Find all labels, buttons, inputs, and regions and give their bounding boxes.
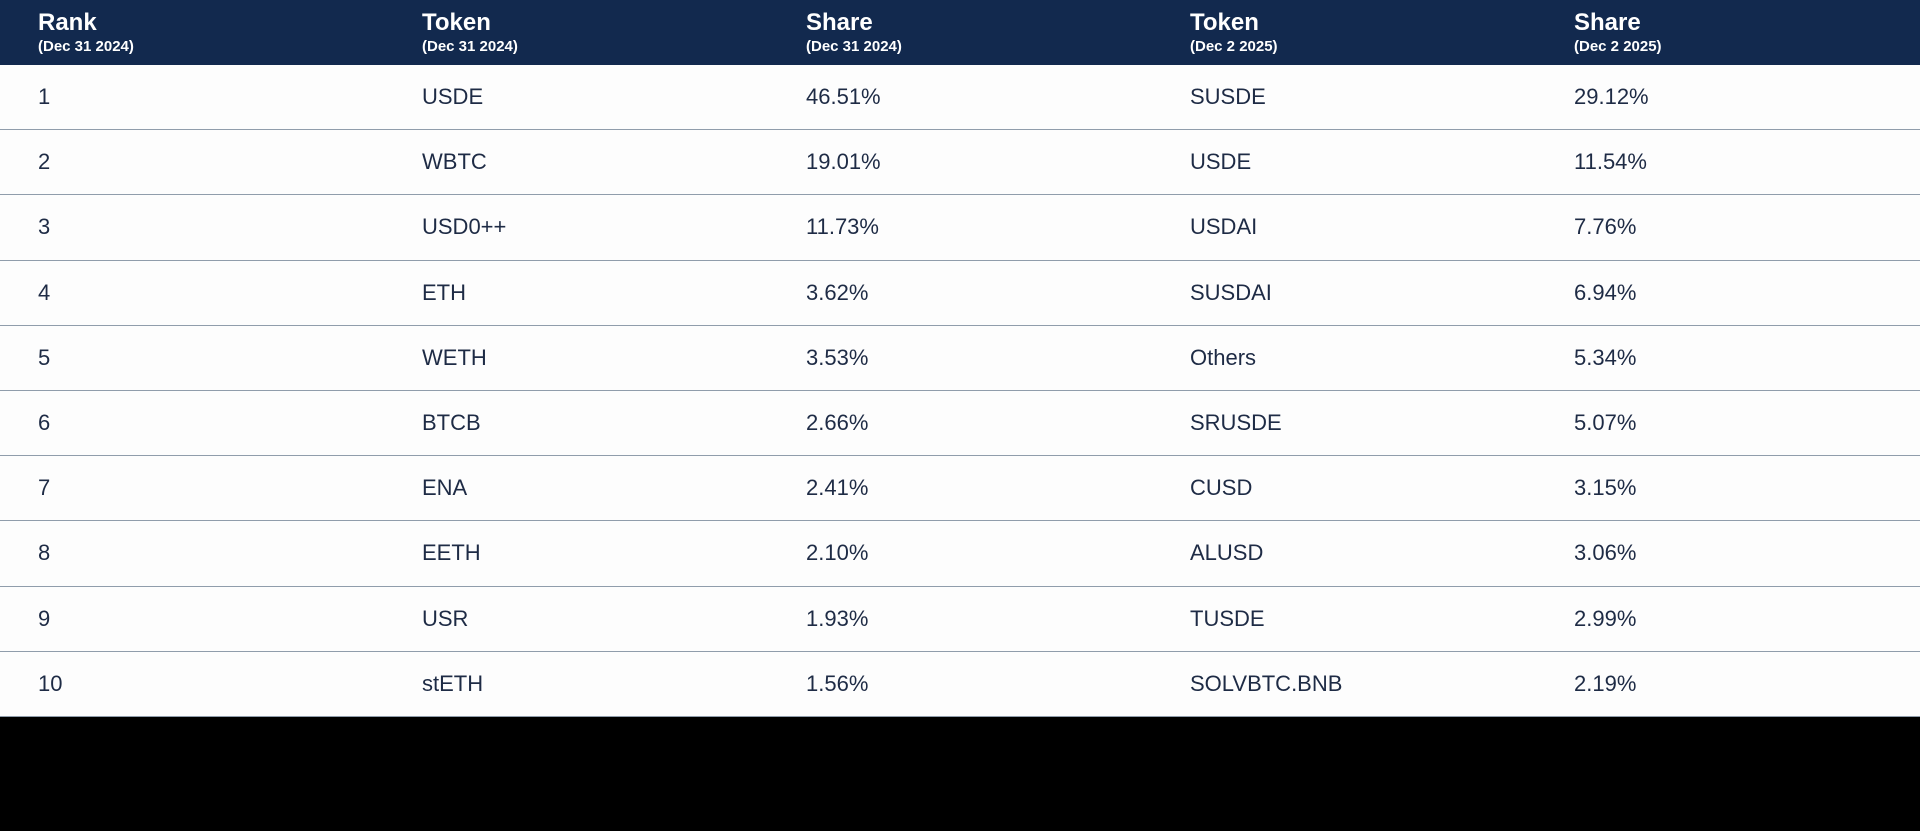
column-header-label: Token <box>1190 8 1259 36</box>
column-header-sublabel: (Dec 2 2025) <box>1190 38 1278 56</box>
token-2024-cell: WBTC <box>422 149 487 175</box>
share-2024-cell: 2.66% <box>806 410 869 436</box>
token-share-table: Rank (Dec 31 2024) Token (Dec 31 2024) S… <box>0 0 1920 717</box>
table-row: 9 USR 1.93% TUSDE 2.99% <box>0 586 1920 652</box>
table-row: 3 USD0++ 11.73% USDAI 7.76% <box>0 195 1920 261</box>
table-row: 5 WETH 3.53% Others 5.34% <box>0 325 1920 391</box>
column-header-token-2025: Token (Dec 2 2025) <box>1152 8 1536 56</box>
rank-cell: 9 <box>38 605 51 631</box>
rank-cell: 7 <box>38 475 51 501</box>
table-row: 4 ETH 3.62% SUSDAI 6.94% <box>0 260 1920 326</box>
column-header-share-2025: Share (Dec 2 2025) <box>1536 8 1920 56</box>
column-header-rank: Rank (Dec 31 2024) <box>0 8 384 56</box>
table-row: 6 BTCB 2.66% SRUSDE 5.07% <box>0 390 1920 457</box>
token-2025-cell: SUSDAI <box>1190 279 1272 305</box>
share-2025-cell: 2.99% <box>1574 605 1637 631</box>
token-2024-cell: USR <box>422 605 469 631</box>
token-2025-cell: TUSDE <box>1190 605 1265 631</box>
column-header-token-2024: Token (Dec 31 2024) <box>384 8 768 56</box>
token-2025-cell: SOLVBTC.BNB <box>1190 670 1343 696</box>
rank-cell: 8 <box>38 540 51 566</box>
column-header-sublabel: (Dec 31 2024) <box>422 38 518 56</box>
table-row: 8 EETH 2.10% ALUSD 3.06% <box>0 521 1920 587</box>
token-2025-cell: SUSDE <box>1190 84 1266 110</box>
table-row: 7 ENA 2.41% CUSD 3.15% <box>0 456 1920 522</box>
share-2025-cell: 3.15% <box>1574 475 1637 501</box>
table-header-row: Rank (Dec 31 2024) Token (Dec 31 2024) S… <box>0 0 1920 65</box>
column-header-label: Share <box>806 8 873 36</box>
rank-cell: 4 <box>38 279 51 305</box>
column-header-label: Token <box>422 8 491 36</box>
table-body: 1 USDE 46.51% SUSDE 29.12% 2 WBTC 19.01% USDE 11.… <box>0 65 1920 717</box>
share-2024-cell: 19.01% <box>806 149 881 175</box>
share-2024-cell: 2.41% <box>806 475 869 501</box>
share-2025-cell: 6.94% <box>1574 279 1637 305</box>
column-header-label: Share <box>1574 8 1641 36</box>
token-2025-cell: SRUSDE <box>1190 410 1282 436</box>
rank-cell: 3 <box>38 214 51 240</box>
rank-cell: 6 <box>38 410 51 436</box>
share-2024-cell: 46.51% <box>806 84 881 110</box>
share-2025-cell: 11.54% <box>1574 149 1647 175</box>
share-2025-cell: 5.34% <box>1574 344 1637 370</box>
token-2024-cell: USD0++ <box>422 214 507 240</box>
token-2024-cell: ETH <box>422 279 466 305</box>
share-2024-cell: 3.53% <box>806 344 869 370</box>
token-2024-cell: ENA <box>422 475 468 501</box>
table-row: 1 USDE 46.51% SUSDE 29.12% <box>0 65 1920 131</box>
token-2025-cell: CUSD <box>1190 475 1253 501</box>
column-header-sublabel: (Dec 31 2024) <box>806 38 902 56</box>
share-2025-cell: 2.19% <box>1574 670 1637 696</box>
share-2024-cell: 1.56% <box>806 670 869 696</box>
rank-cell: 5 <box>38 344 51 370</box>
share-2025-cell: 5.07% <box>1574 410 1637 436</box>
token-2025-cell: ALUSD <box>1190 540 1264 566</box>
share-2025-cell: 7.76% <box>1574 214 1637 240</box>
token-2024-cell: USDE <box>422 84 484 110</box>
token-2024-cell: WETH <box>422 344 487 370</box>
column-header-sublabel: (Dec 31 2024) <box>38 38 134 56</box>
share-2024-cell: 3.62% <box>806 279 869 305</box>
bottom-black-bar <box>0 716 1920 831</box>
rank-cell: 10 <box>38 670 63 696</box>
table-row: 10 stETH 1.56% SOLVBTC.BNB 2.19% <box>0 651 1920 717</box>
share-2024-cell: 2.10% <box>806 540 869 566</box>
token-2024-cell: BTCB <box>422 410 481 436</box>
rank-cell: 1 <box>38 84 51 110</box>
column-header-label: Rank <box>38 8 97 36</box>
token-2025-cell: USDAI <box>1190 214 1258 240</box>
share-2025-cell: 29.12% <box>1574 84 1649 110</box>
token-2025-cell: Others <box>1190 344 1257 370</box>
share-2024-cell: 1.93% <box>806 605 869 631</box>
rank-cell: 2 <box>38 149 51 175</box>
token-2024-cell: stETH <box>422 670 484 696</box>
token-2024-cell: EETH <box>422 540 481 566</box>
token-2025-cell: USDE <box>1190 149 1252 175</box>
column-header-sublabel: (Dec 2 2025) <box>1574 38 1662 56</box>
share-2025-cell: 3.06% <box>1574 540 1637 566</box>
share-2024-cell: 11.73% <box>806 214 879 240</box>
table-row: 2 WBTC 19.01% USDE 11.54% <box>0 130 1920 196</box>
column-header-share-2024: Share (Dec 31 2024) <box>768 8 1152 56</box>
